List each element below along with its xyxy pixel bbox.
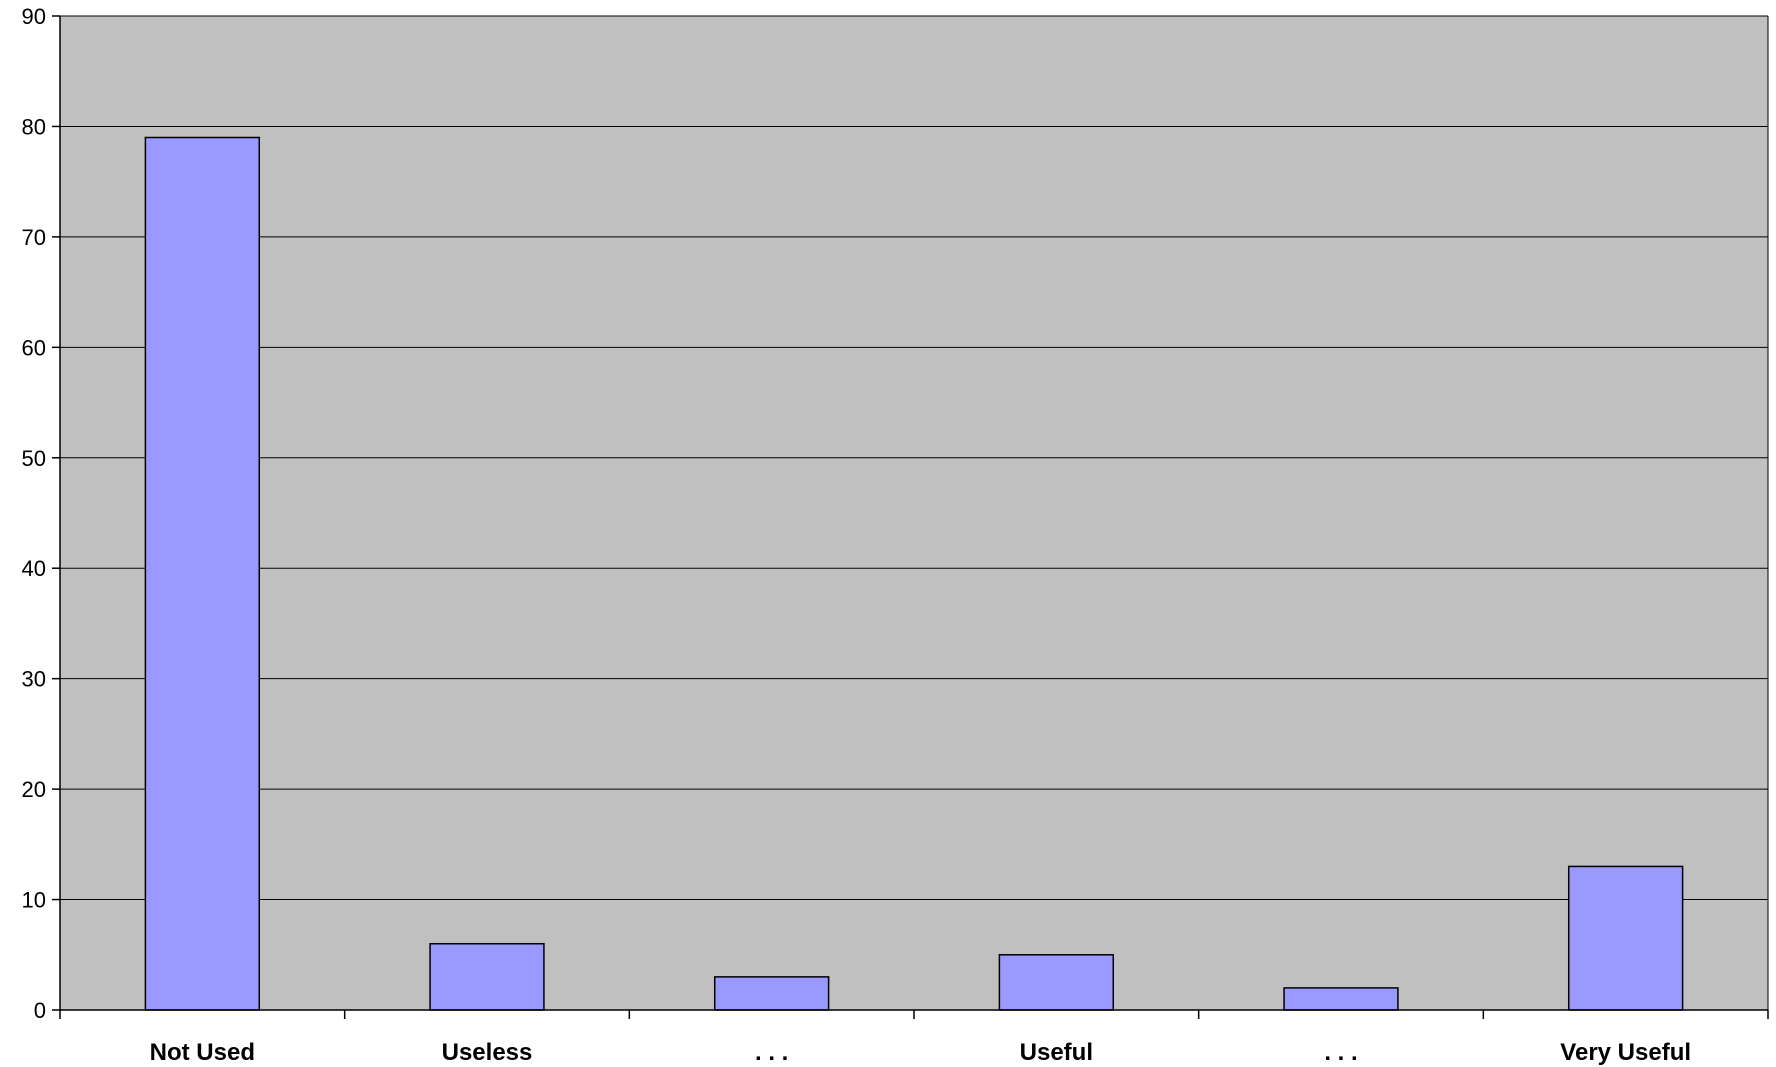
y-tick-label: 10 [22,888,46,913]
plot-area-background [60,16,1768,1010]
x-category-label: . . . [1324,1039,1357,1066]
y-tick-label: 50 [22,446,46,471]
bar [998,954,1115,1011]
bar [1567,865,1684,1011]
axes [52,15,1769,1019]
y-tick-labels: 0 10 20 30 40 50 60 70 80 90 [22,4,46,1023]
x-category-label: Useless [442,1039,533,1066]
x-category-label: . . . [755,1039,788,1066]
bar [713,976,830,1011]
y-tick-label: 30 [22,667,46,692]
y-tick-label: 40 [22,556,46,581]
y-tick-label: 70 [22,225,46,250]
x-category-label: Not Used [150,1039,255,1066]
y-tick-label: 60 [22,335,46,360]
y-tick-label: 20 [22,777,46,802]
bars [144,136,1684,1011]
y-tick-label: 0 [34,998,46,1023]
x-category-labels: Not Used Useless . . . Useful . . . Very Usef… [150,1039,1691,1066]
x-category-label: Very Useful [1560,1039,1691,1066]
bar [1283,987,1399,1011]
bar [144,136,261,1011]
x-category-label: Useful [1020,1039,1093,1066]
bar [429,942,545,1011]
y-tick-label: 80 [22,114,46,139]
y-tick-label: 90 [22,4,46,29]
